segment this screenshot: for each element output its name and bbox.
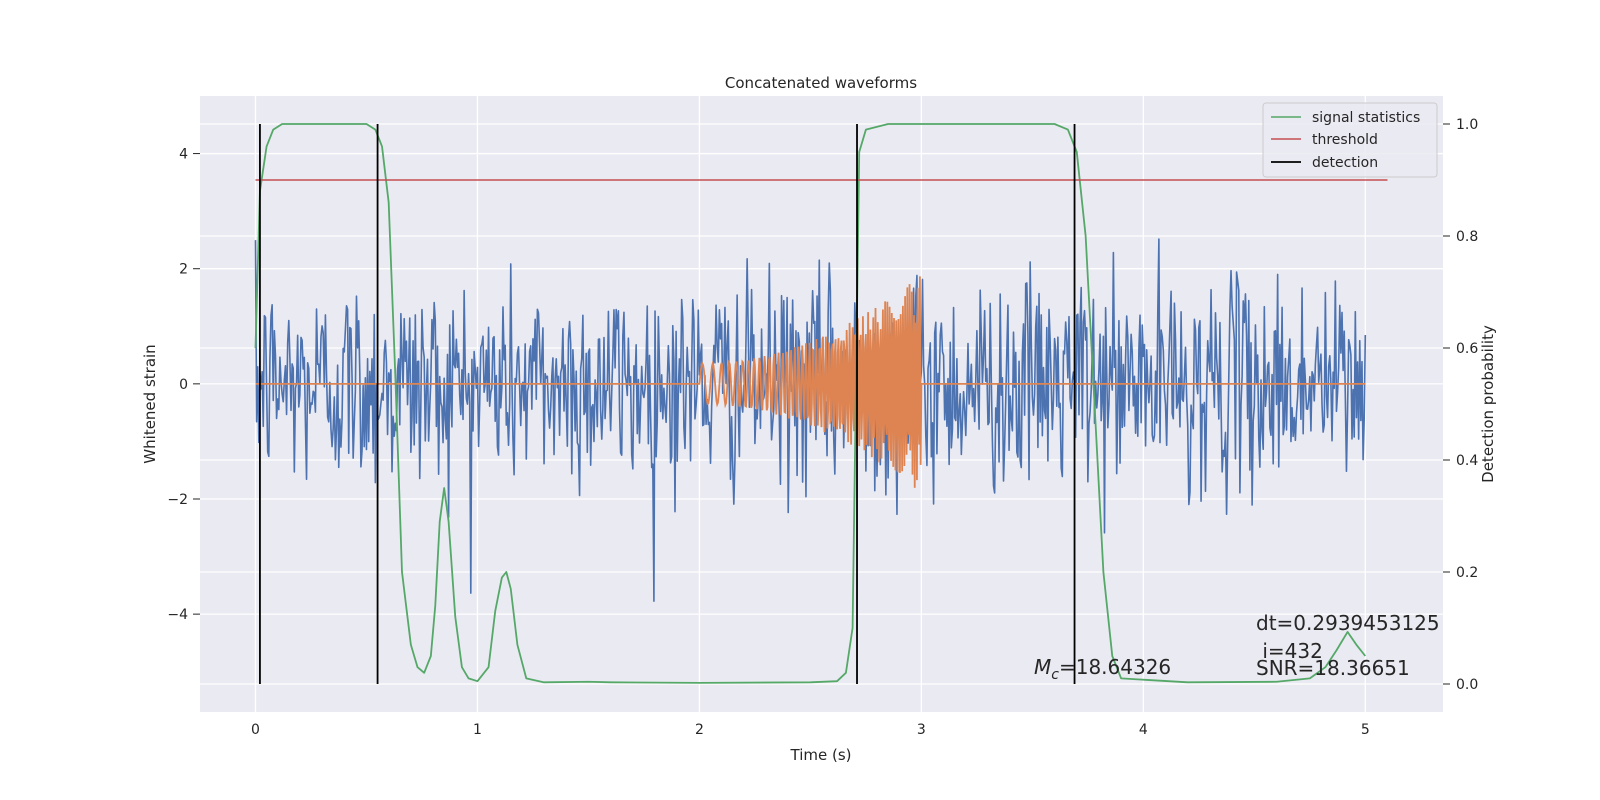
y2-tick-label: 0.0 <box>1456 677 1478 693</box>
y2-tick-label: 0.6 <box>1456 341 1478 357</box>
y-axis-left: −4 −2 0 2 4 <box>167 147 200 623</box>
y2-axis-label: Detection probability <box>1479 325 1497 483</box>
y-tick-label: −2 <box>167 492 188 508</box>
legend-label-detection: detection <box>1312 155 1378 171</box>
y-tick-label: −4 <box>167 607 188 623</box>
annotation-index: i=432 <box>1256 639 1323 663</box>
legend-label-signal-statistics: signal statistics <box>1312 110 1420 126</box>
y-tick-label: 4 <box>179 147 188 163</box>
x-axis-label: Time (s) <box>790 746 852 764</box>
y-axis-right: 0.0 0.2 0.4 0.6 0.8 1.0 <box>1443 117 1478 693</box>
x-tick-label: 4 <box>1139 722 1148 738</box>
x-axis: 0 1 2 3 4 5 <box>251 722 1370 738</box>
x-tick-label: 3 <box>917 722 926 738</box>
annotation-mc-subscript: c <box>1051 667 1059 683</box>
series-layer <box>254 123 1388 684</box>
x-tick-label: 0 <box>251 722 260 738</box>
y-tick-label: 0 <box>179 377 188 393</box>
annotations: Mc=18.64326 dt=0.2939453125 i=432 SNR=18… <box>1034 611 1440 683</box>
annotation-mc-value: =18.64326 <box>1059 655 1171 679</box>
annotation-mc-symbol: M <box>1034 655 1051 679</box>
y-tick-label: 2 <box>179 262 188 278</box>
series-noise-line <box>254 238 1367 602</box>
legend-label-threshold: threshold <box>1312 132 1378 148</box>
series-chirp-line <box>255 276 1366 488</box>
series-signal-statistics-line <box>254 123 1367 684</box>
chart-title: Concatenated waveforms <box>725 74 917 92</box>
x-tick-label: 1 <box>473 722 482 738</box>
y2-tick-label: 0.2 <box>1456 565 1478 581</box>
annotation-mc: Mc=18.64326 <box>1034 655 1171 683</box>
legend: signal statistics threshold detection <box>1262 102 1438 178</box>
y2-tick-label: 0.4 <box>1456 453 1478 469</box>
x-tick-label: 5 <box>1361 722 1370 738</box>
legend-box <box>1262 102 1438 178</box>
y-axis-label: Whitened strain <box>141 344 159 463</box>
x-tick-label: 2 <box>695 722 704 738</box>
y2-tick-label: 0.8 <box>1456 229 1478 245</box>
y2-tick-label: 1.0 <box>1456 117 1478 133</box>
annotation-dt: dt=0.2939453125 <box>1256 611 1440 635</box>
annotation-snr: SNR=18.36651 <box>1256 656 1410 680</box>
